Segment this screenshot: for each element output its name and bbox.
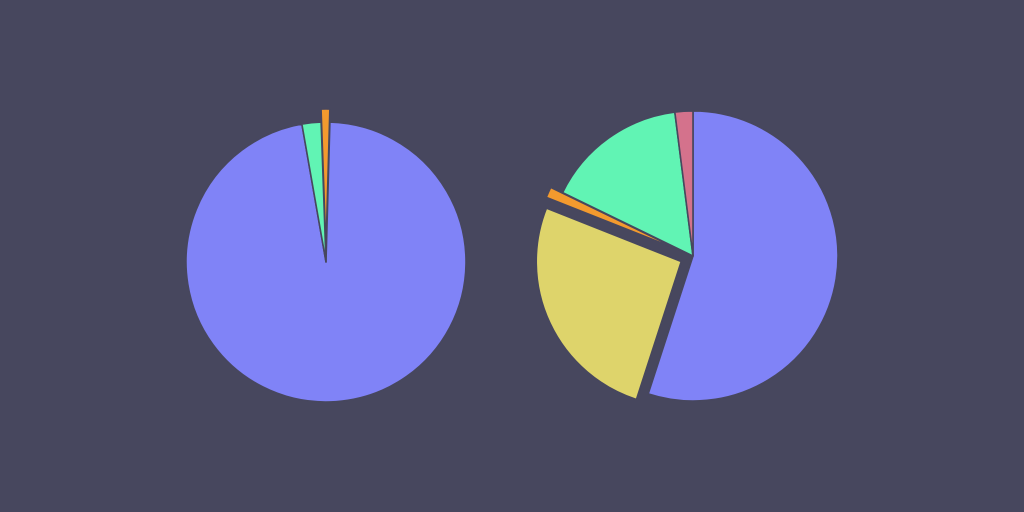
- pie-slice-2-2: [535, 207, 683, 401]
- pie-slice-1-1: [320, 108, 331, 250]
- pie-chart-left: [185, 108, 467, 403]
- pie-slice-2-4: [561, 111, 694, 257]
- pie-slice-2-5: [674, 110, 694, 257]
- pie-slice-1-3: [301, 121, 327, 263]
- pie-slice-2-1: [647, 110, 839, 402]
- pie-chart-right: [535, 110, 839, 402]
- pie-slice-2-3: [545, 186, 682, 252]
